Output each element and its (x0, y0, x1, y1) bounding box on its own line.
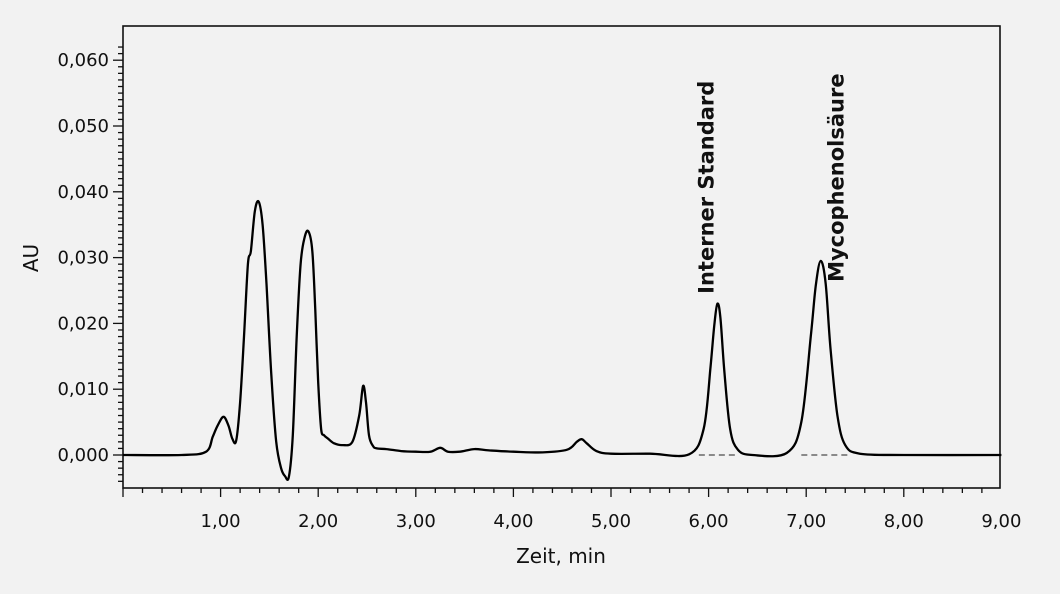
y-tick-label: 0,050 (57, 116, 109, 137)
y-tick-label: 0,020 (57, 313, 109, 334)
x-tick-label: 5,00 (591, 511, 631, 532)
x-tick-label: 9,00 (981, 511, 1021, 532)
x-tick-label: 1,00 (201, 511, 241, 532)
y-tick-label: 0,030 (57, 248, 109, 269)
y-tick-label: 0,060 (57, 50, 109, 71)
peak-annotations: Interner Standard Mycophenolsäure (694, 73, 848, 293)
x-tick-label: 7,00 (786, 511, 826, 532)
x-axis-label: Zeit, min (516, 544, 606, 568)
x-tick-labels: 1,00 2,00 3,00 4,00 5,00 6,00 7,00 8,00 9,00 (201, 511, 1022, 532)
y-tick-label: 0,000 (57, 445, 109, 466)
x-tick-label: 2,00 (298, 511, 338, 532)
y-tick-label: 0,010 (57, 379, 109, 400)
peak-annotation: Interner Standard (694, 81, 718, 294)
tick-marks (113, 46, 983, 497)
plot-frame (122, 25, 1001, 489)
y-tick-labels: 0,000 0,010 0,020 0,030 0,040 0,050 0,060 (57, 50, 109, 466)
y-tick-label: 0,040 (57, 182, 109, 203)
x-tick-label: 8,00 (884, 511, 924, 532)
x-tick-label: 6,00 (689, 511, 729, 532)
peak-annotation: Mycophenolsäure (824, 73, 848, 281)
x-tick-label: 4,00 (493, 511, 533, 532)
x-tick-label: 3,00 (396, 511, 436, 532)
y-axis-label: AU (19, 244, 43, 272)
chromatogram-trace (122, 199, 1002, 482)
